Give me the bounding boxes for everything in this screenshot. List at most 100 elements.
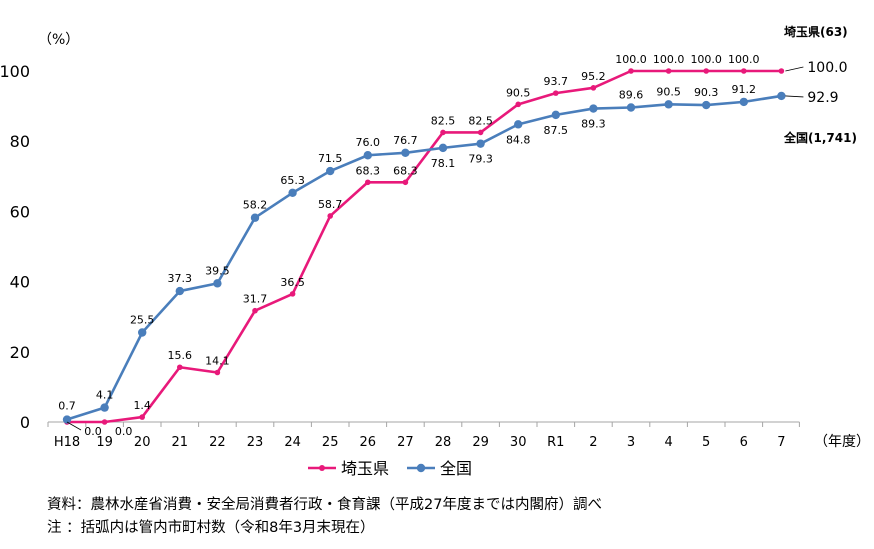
end-value-national: 92.9	[807, 90, 838, 106]
footnote: 注 ：括弧内は管内市町村数（令和8年3月末現在）	[47, 520, 375, 536]
data-label-national: 89.6	[619, 89, 644, 102]
x-tick-label: 20	[134, 435, 151, 450]
data-label-saitama: 100.0	[653, 53, 685, 66]
data-point-saitama	[778, 68, 785, 74]
data-point-saitama	[440, 129, 446, 136]
data-point-national	[100, 403, 109, 412]
data-point-saitama	[327, 213, 334, 219]
data-point-national	[175, 286, 184, 296]
data-point-saitama	[703, 68, 709, 74]
data-point-saitama	[289, 291, 296, 297]
y-tick-label: 40	[10, 273, 30, 292]
x-tick-label: 21	[172, 435, 189, 450]
x-tick-label: 28	[435, 435, 452, 450]
end-leader-saitama	[785, 66, 804, 72]
data-label-saitama: 14.1	[205, 355, 230, 368]
data-label-national: 79.3	[468, 153, 493, 166]
series-count-label-national: 全国(1,741)	[783, 130, 857, 145]
x-tick-label: 4	[664, 435, 672, 450]
end-leader-national	[785, 95, 804, 98]
data-point-saitama	[252, 307, 258, 314]
data-point-national	[739, 97, 748, 107]
data-label-national: 84.8	[506, 133, 531, 146]
source-note: 資料：農林水産省消費・安全局消費者行政・食育課（平成27年度までは内閣府）調べ	[47, 497, 602, 513]
series-line-national	[66, 94, 782, 421]
x-tick-label: 6	[740, 435, 748, 450]
x-tick-label: 2	[589, 435, 597, 450]
x-tick-label: 3	[627, 435, 635, 450]
data-label-national: 58.2	[243, 199, 268, 212]
legend-marker-saitama	[319, 465, 325, 471]
data-label-saitama: 1.4	[133, 399, 151, 412]
data-point-saitama	[553, 90, 559, 96]
data-point-saitama	[177, 364, 183, 371]
data-point-national	[514, 120, 523, 129]
x-tick-label: 22	[209, 435, 226, 450]
y-tick-label: 60	[10, 202, 30, 221]
data-label-national: 65.3	[280, 174, 305, 187]
data-point-national	[401, 148, 410, 157]
data-point-national	[326, 166, 335, 176]
label-leader-line	[66, 421, 82, 431]
data-label-national: 91.2	[732, 83, 757, 96]
data-point-national	[363, 151, 372, 160]
y-axis-unit-label: （%）	[38, 32, 79, 48]
data-point-national	[250, 213, 260, 222]
x-tick-label: 7	[777, 435, 785, 450]
data-point-national	[589, 104, 598, 113]
x-tick-label: R1	[547, 435, 564, 450]
y-tick-label: 100	[0, 62, 30, 81]
data-point-saitama	[515, 101, 521, 108]
data-point-saitama	[590, 85, 597, 91]
series-count-label-saitama: 埼玉県(63)	[784, 24, 848, 39]
data-point-national	[288, 188, 297, 197]
data-label-national: 90.5	[656, 85, 681, 98]
data-label-saitama: 68.3	[393, 164, 418, 177]
y-tick-label: 20	[10, 343, 30, 362]
data-point-national	[626, 103, 636, 112]
data-label-saitama: 100.0	[728, 53, 760, 66]
data-label-national: 4.1	[96, 389, 114, 402]
data-label-saitama: 68.3	[356, 164, 381, 177]
data-point-national	[138, 328, 147, 337]
x-tick-label: 19	[96, 435, 113, 450]
x-tick-label: 27	[397, 435, 414, 450]
data-label-national: 39.5	[205, 264, 230, 277]
x-tick-label: 24	[284, 435, 301, 450]
data-label-saitama: 15.6	[168, 349, 193, 362]
legend-label-national: 全国	[440, 459, 472, 478]
data-point-national	[777, 91, 786, 101]
data-label-national: 25.5	[130, 313, 155, 326]
data-label-national: 76.0	[356, 136, 381, 149]
data-label-national: 76.7	[393, 134, 418, 147]
data-label-saitama: 31.7	[243, 293, 268, 306]
x-tick-label: 29	[472, 435, 489, 450]
data-point-national	[551, 110, 560, 120]
data-point-national	[438, 143, 448, 153]
data-label-national: 71.5	[318, 152, 343, 165]
data-point-saitama	[402, 179, 409, 186]
x-tick-label: 25	[322, 435, 339, 450]
data-label-saitama: 58.7	[318, 198, 343, 211]
data-label-national: 87.5	[544, 124, 569, 137]
y-tick-label: 0	[20, 413, 30, 432]
data-point-saitama	[139, 414, 145, 420]
data-point-saitama	[365, 179, 371, 186]
data-point-national	[702, 100, 711, 110]
legend-marker-national	[416, 463, 426, 473]
data-label-saitama: 36.5	[280, 276, 305, 289]
data-point-national	[664, 100, 673, 109]
x-tick-label: 5	[702, 435, 710, 450]
data-point-saitama	[741, 68, 747, 74]
data-label-saitama: 93.7	[544, 75, 569, 88]
data-label-saitama: 0.0	[84, 425, 102, 438]
data-point-saitama	[665, 68, 672, 74]
data-label-saitama: 100.0	[690, 53, 722, 66]
data-label-national: 89.3	[581, 118, 606, 131]
y-tick-label: 80	[10, 132, 30, 151]
data-point-national	[62, 415, 72, 424]
data-point-saitama	[214, 369, 221, 376]
x-axis-unit-label: （年度）	[814, 434, 870, 450]
x-tick-label: 30	[510, 435, 527, 450]
